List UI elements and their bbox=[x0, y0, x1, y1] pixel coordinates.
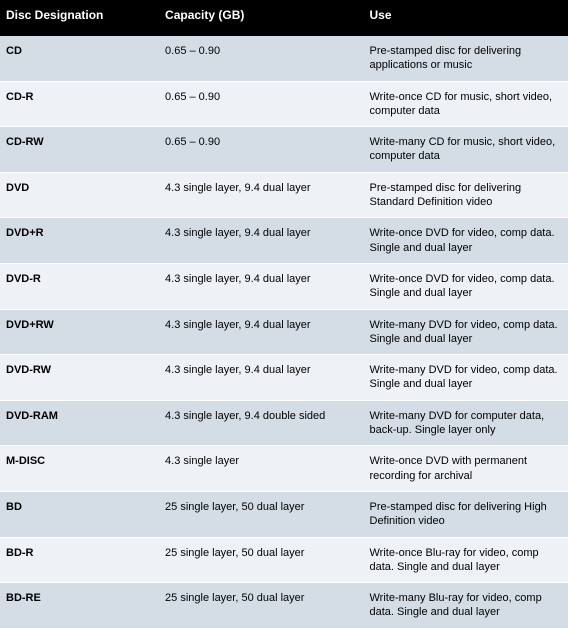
cell-use: Pre-stamped disc for delivering High Def… bbox=[364, 491, 568, 537]
cell-capacity: 25 single layer, 50 dual layer bbox=[159, 583, 363, 629]
table-row: BD-RE25 single layer, 50 dual layerWrite… bbox=[0, 583, 568, 629]
table-row: DVD-RW4.3 single layer, 9.4 dual layerWr… bbox=[0, 355, 568, 401]
cell-use: Write-many Blu-ray for video, comp data.… bbox=[364, 583, 568, 629]
cell-capacity: 4.3 single layer, 9.4 dual layer bbox=[159, 172, 363, 218]
table-row: DVD4.3 single layer, 9.4 dual layerPre-s… bbox=[0, 172, 568, 218]
table-row: M-DISC4.3 single layerWrite-once DVD wit… bbox=[0, 446, 568, 492]
cell-capacity: 4.3 single layer bbox=[159, 446, 363, 492]
table-body: CD0.65 – 0.90Pre-stamped disc for delive… bbox=[0, 36, 568, 628]
cell-use: Write-once CD for music, short video, co… bbox=[364, 81, 568, 127]
cell-designation: DVD-RAM bbox=[0, 400, 159, 446]
cell-use: Write-many DVD for video, comp data. Sin… bbox=[364, 309, 568, 355]
cell-capacity: 4.3 single layer, 9.4 double sided bbox=[159, 400, 363, 446]
cell-designation: BD-R bbox=[0, 537, 159, 583]
table-row: CD0.65 – 0.90Pre-stamped disc for delive… bbox=[0, 36, 568, 81]
cell-designation: M-DISC bbox=[0, 446, 159, 492]
cell-use: Write-many CD for music, short video, co… bbox=[364, 127, 568, 173]
cell-capacity: 4.3 single layer, 9.4 dual layer bbox=[159, 355, 363, 401]
cell-use: Write-once DVD with permanent recording … bbox=[364, 446, 568, 492]
cell-capacity: 4.3 single layer, 9.4 dual layer bbox=[159, 218, 363, 264]
cell-designation: BD-RE bbox=[0, 583, 159, 629]
cell-designation: DVD-RW bbox=[0, 355, 159, 401]
cell-designation: DVD bbox=[0, 172, 159, 218]
table-row: DVD+RW4.3 single layer, 9.4 dual layerWr… bbox=[0, 309, 568, 355]
cell-use: Write-many DVD for video, comp data. Sin… bbox=[364, 355, 568, 401]
cell-capacity: 0.65 – 0.90 bbox=[159, 36, 363, 81]
table-row: CD-R0.65 – 0.90Write-once CD for music, … bbox=[0, 81, 568, 127]
cell-capacity: 25 single layer, 50 dual layer bbox=[159, 537, 363, 583]
cell-designation: DVD-R bbox=[0, 263, 159, 309]
table-header-row: Disc Designation Capacity (GB) Use bbox=[0, 0, 568, 36]
disc-table: Disc Designation Capacity (GB) Use CD0.6… bbox=[0, 0, 568, 629]
cell-use: Write-once DVD for video, comp data. Sin… bbox=[364, 218, 568, 264]
cell-capacity: 0.65 – 0.90 bbox=[159, 127, 363, 173]
cell-use: Pre-stamped disc for delivering Standard… bbox=[364, 172, 568, 218]
table-row: BD25 single layer, 50 dual layerPre-stam… bbox=[0, 491, 568, 537]
cell-use: Write-once DVD for video, comp data. Sin… bbox=[364, 263, 568, 309]
table-row: CD-RW0.65 – 0.90Write-many CD for music,… bbox=[0, 127, 568, 173]
cell-designation: DVD+RW bbox=[0, 309, 159, 355]
cell-designation: CD-RW bbox=[0, 127, 159, 173]
cell-capacity: 4.3 single layer, 9.4 dual layer bbox=[159, 309, 363, 355]
cell-use: Pre-stamped disc for delivering applicat… bbox=[364, 36, 568, 81]
cell-designation: CD-R bbox=[0, 81, 159, 127]
cell-use: Write-many DVD for computer data, back-u… bbox=[364, 400, 568, 446]
cell-capacity: 25 single layer, 50 dual layer bbox=[159, 491, 363, 537]
cell-capacity: 0.65 – 0.90 bbox=[159, 81, 363, 127]
cell-capacity: 4.3 single layer, 9.4 dual layer bbox=[159, 263, 363, 309]
col-header-designation: Disc Designation bbox=[0, 0, 159, 36]
col-header-use: Use bbox=[364, 0, 568, 36]
cell-designation: BD bbox=[0, 491, 159, 537]
cell-designation: CD bbox=[0, 36, 159, 81]
cell-designation: DVD+R bbox=[0, 218, 159, 264]
table-row: BD-R25 single layer, 50 dual layerWrite-… bbox=[0, 537, 568, 583]
table-row: DVD-RAM4.3 single layer, 9.4 double side… bbox=[0, 400, 568, 446]
table-row: DVD-R4.3 single layer, 9.4 dual layerWri… bbox=[0, 263, 568, 309]
col-header-capacity: Capacity (GB) bbox=[159, 0, 363, 36]
table-row: DVD+R4.3 single layer, 9.4 dual layerWri… bbox=[0, 218, 568, 264]
cell-use: Write-once Blu-ray for video, comp data.… bbox=[364, 537, 568, 583]
